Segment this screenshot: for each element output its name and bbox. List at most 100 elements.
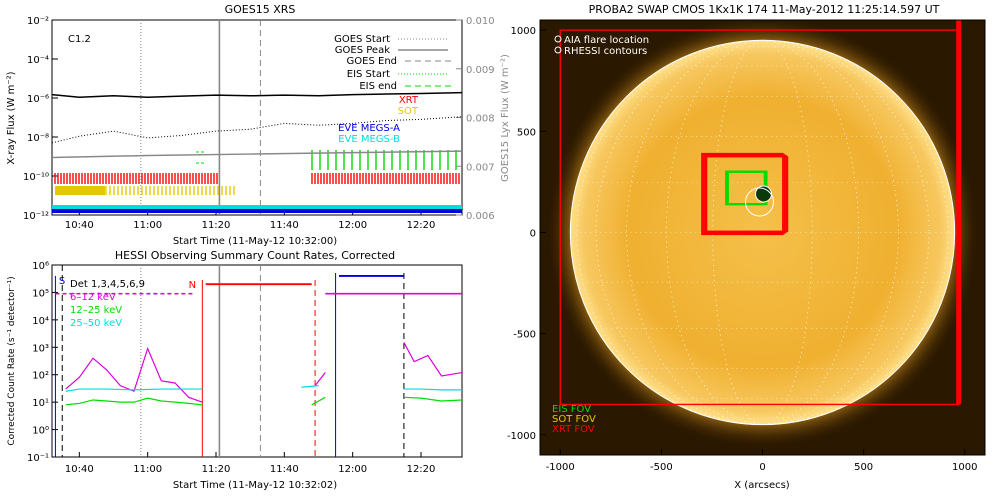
eve-megs-a-bar: [52, 209, 462, 213]
hessi-series-line: [314, 372, 326, 386]
goes-y2-tick-label: 0.006: [466, 211, 495, 222]
goes-y2-tick-label: 0.008: [466, 114, 495, 125]
goes-x-label: Start Time (11-May-12 10:32:00): [173, 236, 337, 247]
hessi-y-tick-label: 10¹: [32, 398, 49, 409]
flare-class-label: C1.2: [68, 34, 91, 45]
solar-limb: [569, 39, 956, 426]
goes-x-tick-label: 12:00: [338, 220, 367, 231]
swap-y-tick-label: -500: [513, 330, 536, 341]
xrt-fov-small: [701, 152, 784, 236]
swap-legend-label: AIA flare location: [564, 35, 649, 46]
rhessi-contour: [745, 187, 775, 217]
swap-y-tick-label: -1000: [507, 431, 536, 442]
hessi-legend-label: 25–50 keV: [70, 318, 122, 329]
hessi-series-line: [403, 388, 462, 391]
sot-bar-block: [55, 186, 105, 195]
swap-x-tick-label: -500: [650, 462, 673, 473]
swap-title: PROBA2 SWAP CMOS 1Kx1K 174 11-May-2012 1…: [589, 3, 940, 16]
goes-x-tick-label: 12:20: [407, 220, 436, 231]
xrt-fov-small: [704, 155, 788, 233]
hessi-legend-label: 12–25 keV: [70, 305, 122, 316]
hessi-title: HESSI Observing Summary Count Rates, Cor…: [115, 249, 395, 262]
xrt-fov-small: [703, 154, 786, 234]
hessi-plot-frame: [51, 264, 463, 458]
hessi-series-line: [403, 396, 463, 402]
longitude-line: [626, 39, 899, 425]
goes-series-line: [51, 116, 463, 144]
hessi-series-line: [65, 346, 203, 403]
hessi-y-tick-label: 10⁴: [32, 316, 49, 327]
hessi-series-line: [65, 388, 203, 392]
goes-y2-tick-label: 0.010: [466, 16, 495, 27]
hessi-x-tick-label: 12:20: [407, 464, 436, 475]
xrt-fov-small: [702, 153, 785, 235]
goes-y-tick-label: 10⁻¹²: [23, 211, 49, 222]
goes-x-tick-label: 11:00: [133, 220, 162, 231]
goes-y2-tick-label: 0.009: [466, 65, 495, 76]
goes-legend-label: EVE MEGS-A: [338, 123, 400, 134]
eve-megs-b-bar: [52, 205, 462, 209]
hessi-series-line: [301, 385, 319, 388]
goes-series: [51, 91, 463, 159]
swap-x-tick-label: 0: [759, 462, 765, 473]
hessi-series-line: [65, 397, 203, 406]
swap-y-tick-label: 1000: [511, 26, 536, 37]
goes-y2-tick-label: 0.007: [466, 162, 495, 173]
goes-instrument-bars: [52, 150, 462, 213]
goes-y-tick-label: 10⁻¹⁰: [23, 172, 49, 183]
hessi-x-label: Start Time (11-May-12 10:32:02): [173, 480, 337, 491]
swap-x-tick-label: -1000: [546, 462, 575, 473]
goes-y-tick-label: 10⁻⁸: [27, 133, 49, 144]
legend-circle-icon: [554, 46, 562, 54]
swap-panel: PROBA2 SWAP CMOS 1Kx1K 174 11-May-2012 1…: [507, 3, 986, 491]
swap-x-tick-label: 500: [854, 462, 873, 473]
hessi-x-tick-label: 12:00: [338, 464, 367, 475]
hessi-legend-label: 6–12 keV: [70, 292, 116, 303]
solar-image: [547, 17, 978, 448]
goes-ticks: 10:40 11:00 11:20 11:40 12:00 12:20 10⁻² 10⁻⁴ 10…: [23, 16, 495, 231]
hessi-series: [55, 275, 463, 406]
legend-circle-icon: [554, 35, 562, 43]
goes-x-tick-label: 11:20: [202, 220, 231, 231]
swap-fov-label: EIS FOV: [552, 404, 591, 415]
goes-y-label: X-ray Flux (W m⁻²): [6, 71, 17, 164]
swap-y-tick-label: 500: [517, 127, 536, 138]
goes-x-tick-label: 10:40: [65, 220, 94, 231]
goes-panel: GOES15 XRS 10:40 11:00 11:20 11:40 12:00 12:2…: [6, 3, 511, 247]
goes-legend-label: EIS end: [359, 81, 397, 92]
hessi-x-tick-label: 11:40: [270, 464, 299, 475]
goes-title: GOES15 XRS: [225, 3, 296, 16]
hessi-flag-s: S: [59, 276, 65, 287]
hessi-y-tick-label: 10⁵: [32, 288, 49, 299]
goes-legend-label: SOT: [398, 106, 419, 117]
hessi-series-line: [403, 342, 463, 377]
goes-series-line: [51, 150, 463, 159]
hessi-y-tick-label: 10⁰: [32, 426, 49, 437]
hessi-x-tick-label: 11:20: [202, 464, 231, 475]
goes-legend-label: EIS Start: [347, 69, 390, 80]
swap-x-tick-label: 1000: [952, 462, 977, 473]
swap-y-tick-label: 0: [530, 228, 536, 239]
goes-legend-label: XRT: [399, 95, 419, 106]
hessi-ticks: 10:40 11:00 11:20 11:40 12:00 12:20 10⁶ 10⁵ 10⁴ 1…: [27, 261, 435, 475]
goes-y2-label: GOES15 Lyx Flux (W m⁻²): [500, 54, 511, 182]
hessi-y-tick-label: 10²: [32, 371, 49, 382]
hessi-panel: HESSI Observing Summary Count Rates, Cor…: [7, 249, 463, 491]
hessi-x-tick-label: 11:00: [133, 464, 162, 475]
xrt-fov-small: [706, 156, 789, 232]
hessi-series-line: [311, 396, 326, 406]
hessi-y-tick-label: 10⁻¹: [27, 453, 49, 464]
hessi-legend: Det 1,3,4,5,6,9 6–12 keV 12–25 keV 25–50 ke…: [70, 279, 145, 329]
hessi-y-tick-label: 10⁶: [32, 261, 49, 272]
goes-legend-label: GOES Start: [334, 34, 390, 45]
goes-y-tick-label: 10⁻⁶: [27, 94, 49, 105]
hessi-y-label: Corrected Count Rate (s⁻¹ detector⁻¹): [7, 276, 17, 445]
goes-legend-label: GOES Peak: [335, 45, 390, 56]
goes-legend-label: GOES End: [347, 56, 397, 67]
swap-legend-label: RHESSI contours: [564, 46, 647, 57]
swap-fov-label: XRT FOV: [552, 424, 595, 435]
goes-legend-label: EVE MEGS-B: [338, 134, 400, 145]
